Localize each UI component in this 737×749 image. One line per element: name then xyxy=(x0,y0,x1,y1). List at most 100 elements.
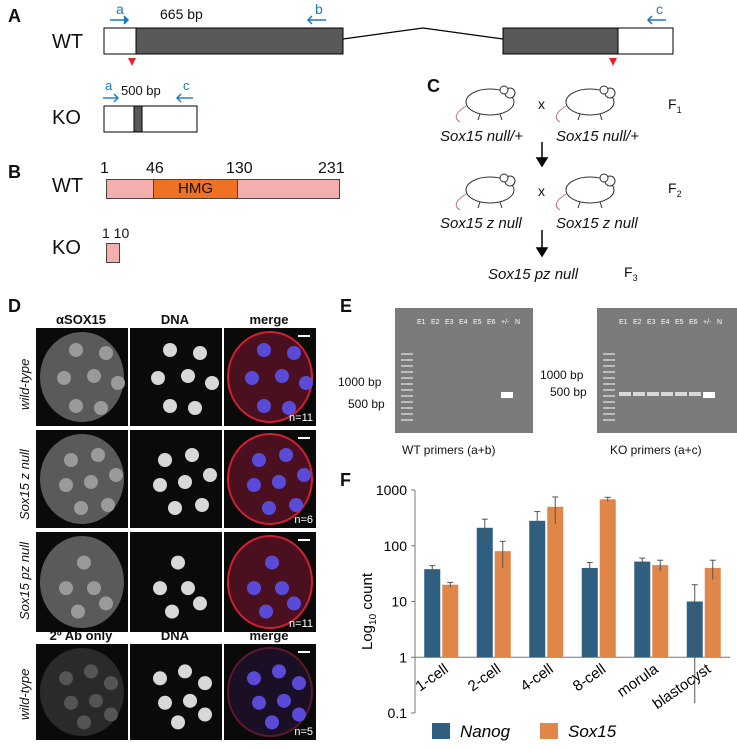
ko-exon-right xyxy=(141,105,198,133)
gel-band xyxy=(661,392,673,396)
wt-intron xyxy=(342,27,504,40)
micrograph xyxy=(130,328,222,426)
y-tick-label: 0.1 xyxy=(388,705,408,721)
ko-exon-remnant xyxy=(133,105,143,133)
wt-label-b: WT xyxy=(52,175,84,197)
arrow-down-icon xyxy=(535,230,549,258)
y-axis-label: Log10 count xyxy=(359,572,379,650)
cut-marker-left xyxy=(128,58,136,66)
micrograph: n=5 xyxy=(224,644,316,740)
x-tick-label: 4-cell xyxy=(517,661,556,695)
panel-label-f: F xyxy=(340,470,351,490)
gel-lane-label: E6 xyxy=(689,319,698,326)
bar-nanog xyxy=(634,561,651,658)
gel-band xyxy=(703,392,715,398)
col-header-merge: merge xyxy=(249,312,289,327)
micrograph xyxy=(36,328,128,426)
bar-sox15 xyxy=(547,506,564,658)
bar-nanog xyxy=(529,520,546,658)
micrograph: n=11 xyxy=(224,532,316,632)
y-tick-label: 10 xyxy=(391,594,407,610)
wt-gel-caption: WT primers (a+b) xyxy=(402,443,496,457)
y-tick-label: 100 xyxy=(384,538,408,554)
wt-gel-image: E1 E2 E3 E4 E5 E6 +/- N xyxy=(395,308,533,433)
ko-gel-image: E1 E2 E3 E4 E5 E6 +/- N xyxy=(597,308,737,433)
micrograph xyxy=(36,430,128,528)
bar-nanog xyxy=(424,569,441,658)
wt-gel-1000bp: 1000 bp xyxy=(338,375,382,389)
primer-c-label-ko: c xyxy=(183,78,190,93)
gel-band xyxy=(633,392,645,396)
ko-label-a: KO xyxy=(52,107,81,129)
gel-lane-label: E1 xyxy=(619,319,628,326)
bar-nanog xyxy=(476,527,493,658)
generation-f1: F1 xyxy=(668,96,682,115)
gel-lane-label: E1 xyxy=(417,319,426,326)
ko-gel-caption: KO primers (a+c) xyxy=(610,443,702,457)
micrograph xyxy=(36,532,128,632)
panel-label-b: B xyxy=(8,162,21,182)
mouse-icon xyxy=(455,173,516,211)
cut-marker-right xyxy=(609,58,617,66)
ko-gel-500bp: 500 bp xyxy=(550,385,587,399)
breeding-scheme xyxy=(455,85,616,258)
sample-count: n=6 xyxy=(294,514,313,526)
wt-amplicon-size: 665 bp xyxy=(160,6,203,22)
gen2-left-genotype: Sox15 z null xyxy=(440,215,522,232)
gel-lane-label: E5 xyxy=(473,319,482,326)
gel-band xyxy=(501,392,513,398)
wt-exon1-coding xyxy=(135,27,344,55)
sample-count: n=11 xyxy=(289,412,313,424)
hmg-domain: HMG xyxy=(153,179,238,199)
x-tick-label: 8-cell xyxy=(570,661,609,695)
cross-symbol-1: x xyxy=(538,96,545,112)
col-header-dna: DNA xyxy=(160,312,190,327)
sample-count: n=5 xyxy=(294,726,313,738)
legend-swatch xyxy=(432,723,450,739)
gel-lane-label: E2 xyxy=(431,319,440,326)
panel-label-e: E xyxy=(340,296,353,316)
mouse-icon xyxy=(555,85,616,123)
micrograph xyxy=(130,532,222,632)
offspring-genotype: Sox15 pz null xyxy=(488,266,579,283)
row-label-pz-null: Sox15 pz null xyxy=(17,541,32,620)
row-label-wild-type: wild-type xyxy=(17,358,32,410)
row-label-z-null: Sox15 z null xyxy=(17,449,32,520)
bar-sox15 xyxy=(599,499,616,658)
position-46: 46 xyxy=(146,160,164,177)
bar-sox15 xyxy=(704,567,721,658)
primer-b-arrow xyxy=(306,15,326,25)
generation-f3: F3 xyxy=(624,264,638,283)
micrograph xyxy=(130,644,222,740)
gel-lane-label: +/- xyxy=(703,319,712,326)
legend-swatch xyxy=(540,723,558,739)
gel-band xyxy=(675,392,687,396)
micrograph xyxy=(130,430,222,528)
gel-lane-label: E4 xyxy=(459,319,468,326)
wt-gel-500bp: 500 bp xyxy=(348,397,385,411)
x-tick-label: 2-cell xyxy=(465,661,504,695)
gel-lane-label: E4 xyxy=(661,319,670,326)
gel-lane-label: E3 xyxy=(647,319,656,326)
gene-structure-diagram xyxy=(103,15,674,133)
wt-exon2-coding xyxy=(502,27,619,55)
panel-label-c: C xyxy=(427,76,440,96)
ko-positions: 1 10 xyxy=(102,225,130,241)
gel-lane-label: N xyxy=(717,319,722,326)
ko-gel-1000bp: 1000 bp xyxy=(540,368,584,382)
position-130: 130 xyxy=(226,160,253,177)
primer-a-label-ko: a xyxy=(105,78,113,93)
legend-label: Sox15 xyxy=(568,722,617,741)
ko-amplicon-size: 500 bp xyxy=(121,83,161,98)
arrow-down-icon xyxy=(535,142,549,168)
hmg-domain-label: HMG xyxy=(178,180,213,197)
mouse-icon xyxy=(555,173,616,211)
bar-sox15 xyxy=(652,565,669,658)
gel-lane-label: E6 xyxy=(487,319,496,326)
ko-exon-left xyxy=(103,105,135,133)
gel-lane-label: N xyxy=(515,319,520,326)
micrograph: n=6 xyxy=(224,430,316,528)
expression-bar-chart: 0.1 1 10 100 1000 Log10 count 1-cell 2-cell 4-ce… xyxy=(359,482,730,741)
panel-label-a: A xyxy=(8,6,21,26)
wt-exon2-utr xyxy=(617,27,674,55)
